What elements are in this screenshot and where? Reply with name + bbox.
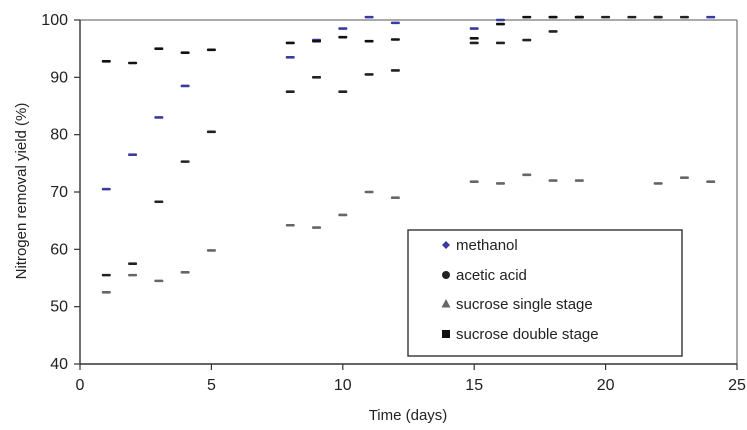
series-acetic-acid [101, 15, 689, 277]
data-point [206, 130, 216, 134]
data-point [285, 55, 295, 59]
data-point [548, 30, 558, 33]
series-sucrose-single-stage [101, 173, 716, 294]
data-point [128, 61, 138, 65]
data-point [180, 84, 190, 88]
data-point [101, 59, 111, 63]
data-point [469, 37, 479, 40]
data-point [285, 223, 295, 227]
data-point [101, 187, 111, 191]
y-tick-label: 70 [50, 184, 68, 201]
x-axis-title: Time (days) [369, 407, 448, 424]
x-tick-label: 10 [334, 377, 352, 394]
data-point [574, 179, 584, 182]
data-point [495, 22, 505, 26]
data-point [364, 39, 374, 43]
data-point [338, 213, 348, 217]
data-point [679, 15, 689, 19]
y-axis-title: Nitrogen removal yield (%) [13, 103, 30, 280]
data-point [154, 200, 164, 204]
data-point [522, 173, 532, 177]
legend-entry: methanol [442, 237, 518, 254]
x-tick-label: 0 [76, 377, 85, 394]
legend-entry: acetic acid [442, 267, 527, 284]
data-point [469, 41, 479, 45]
legend-label: acetic acid [456, 267, 527, 284]
data-point [338, 27, 348, 30]
legend-label: methanol [456, 237, 518, 254]
legend-marker-square [442, 330, 450, 338]
data-point [128, 153, 138, 157]
data-point [312, 226, 322, 229]
data-point [522, 38, 532, 42]
y-tick-label: 50 [50, 299, 68, 316]
data-point [390, 38, 400, 41]
ticks: 0 5 10 15 20 25 40 50 60 70 80 90 100 [41, 12, 746, 394]
data-point [706, 15, 716, 19]
data-point [548, 15, 558, 19]
x-tick-label: 25 [728, 377, 746, 394]
legend-marker-diamond [442, 241, 450, 249]
legend: methanol acetic acid sucrose single stage s… [407, 229, 683, 357]
data-point [574, 15, 584, 19]
y-tick-label: 60 [50, 241, 68, 258]
legend-label: sucrose double stage [456, 326, 599, 343]
data-point [495, 182, 505, 185]
data-point [495, 18, 505, 22]
data-point [390, 21, 400, 25]
data-point [522, 15, 532, 19]
legend-entry: sucrose double stage [442, 326, 599, 343]
x-tick-label: 15 [465, 377, 483, 394]
series-sucrose-double-stage [101, 15, 584, 65]
data-points [101, 15, 716, 294]
legend-entry: sucrose single stage [441, 296, 593, 313]
data-point [206, 249, 216, 252]
legend-entries: methanol acetic acid sucrose single stage s… [441, 237, 599, 343]
y-tick-label: 40 [50, 356, 68, 373]
data-point [469, 180, 479, 183]
data-point [679, 176, 689, 179]
data-point [364, 73, 374, 76]
data-point [338, 35, 348, 39]
legend-box [407, 229, 683, 357]
data-point [706, 180, 716, 183]
data-point [154, 116, 164, 119]
data-point [653, 15, 663, 19]
data-point [390, 69, 400, 72]
data-point [128, 262, 138, 265]
data-point [627, 15, 637, 19]
y-tick-label: 80 [50, 127, 68, 144]
x-tick-label: 5 [207, 377, 216, 394]
data-point [154, 47, 164, 50]
data-point [180, 160, 190, 163]
data-point [469, 27, 479, 30]
data-point [390, 196, 400, 200]
data-point [285, 90, 295, 93]
legend-marker-circle [442, 271, 450, 279]
legend-label: sucrose single stage [456, 296, 593, 313]
data-point [101, 273, 111, 277]
y-tick-label: 90 [50, 69, 68, 86]
data-point [154, 279, 164, 283]
data-point [180, 51, 190, 54]
data-point [338, 90, 348, 93]
data-point [128, 273, 138, 277]
y-tick-label: 100 [41, 12, 68, 29]
data-point [601, 15, 611, 19]
data-point [180, 270, 190, 274]
data-point [364, 190, 374, 194]
data-point [548, 179, 558, 182]
data-point [312, 76, 322, 79]
data-point [101, 291, 111, 294]
data-point [364, 15, 374, 19]
data-point [285, 41, 295, 45]
data-point [495, 41, 505, 45]
data-point [653, 182, 663, 185]
data-point [206, 48, 216, 52]
data-point [312, 39, 322, 43]
x-tick-label: 20 [597, 377, 615, 394]
legend-marker-triangle [441, 299, 451, 308]
